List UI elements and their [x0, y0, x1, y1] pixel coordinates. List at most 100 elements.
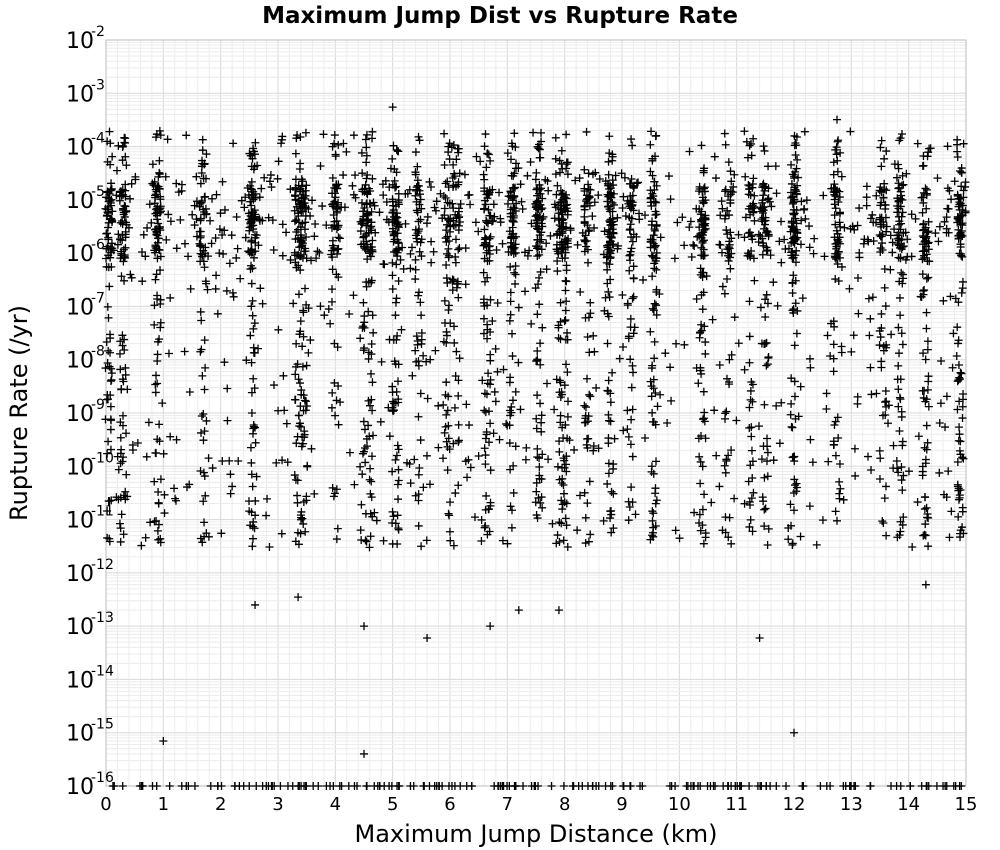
- data-point: [322, 221, 331, 230]
- data-point: [922, 189, 931, 198]
- data-point: [445, 445, 454, 454]
- data-point: [345, 309, 354, 318]
- data-point: [556, 378, 565, 387]
- data-point: [920, 285, 929, 294]
- data-point: [604, 376, 613, 385]
- data-point: [292, 439, 301, 448]
- data-point: [172, 179, 181, 188]
- data-point: [115, 349, 124, 358]
- floor-point: [152, 782, 161, 790]
- y-tick-label: 10: [66, 455, 94, 480]
- data-point: [628, 498, 637, 507]
- data-point: [479, 241, 488, 250]
- data-point: [121, 227, 130, 236]
- data-point: [411, 168, 420, 177]
- data-point: [204, 454, 213, 463]
- data-point: [958, 402, 967, 411]
- data-point: [228, 482, 237, 491]
- data-point: [249, 348, 258, 357]
- data-point: [411, 148, 420, 157]
- data-point: [444, 301, 453, 310]
- data-point: [525, 246, 534, 255]
- data-point: [293, 528, 302, 537]
- data-point: [764, 524, 773, 533]
- data-point: [918, 471, 927, 480]
- data-point: [293, 476, 302, 485]
- data-point: [872, 389, 881, 398]
- data-point: [717, 197, 726, 206]
- data-point: [367, 339, 376, 348]
- data-point: [412, 332, 421, 341]
- data-point: [879, 519, 888, 528]
- data-point: [897, 329, 906, 338]
- data-point: [604, 202, 613, 211]
- data-point: [114, 230, 123, 239]
- data-point: [248, 542, 257, 551]
- data-point: [481, 200, 490, 209]
- data-point: [357, 220, 366, 229]
- data-point: [451, 258, 460, 267]
- data-point: [835, 460, 844, 469]
- data-point: [747, 494, 756, 503]
- data-point: [274, 406, 283, 415]
- data-point: [164, 349, 173, 358]
- data-point: [104, 251, 113, 260]
- data-point: [439, 400, 448, 409]
- x-tick-label: 2: [215, 794, 226, 815]
- data-point: [364, 348, 373, 357]
- floor-point: [745, 782, 754, 790]
- data-point: [362, 158, 371, 167]
- data-point: [121, 487, 130, 496]
- data-point: [563, 397, 572, 406]
- data-point: [128, 440, 137, 449]
- data-point: [119, 411, 128, 420]
- data-point: [584, 434, 593, 443]
- data-point: [388, 258, 397, 267]
- data-point: [155, 184, 164, 193]
- data-point: [340, 203, 349, 212]
- data-point: [155, 437, 164, 446]
- data-point: [853, 274, 862, 283]
- data-point: [722, 275, 731, 284]
- data-point: [297, 198, 306, 207]
- data-point: [560, 192, 569, 201]
- data-point: [792, 329, 801, 338]
- data-point: [442, 410, 451, 419]
- y-tick-exponent: -8: [91, 344, 105, 360]
- data-point: [760, 473, 769, 482]
- data-point: [796, 240, 805, 249]
- data-point: [894, 212, 903, 221]
- data-point: [834, 276, 843, 285]
- data-point: [896, 517, 905, 526]
- data-point: [831, 249, 840, 258]
- data-point: [359, 417, 368, 426]
- data-point: [650, 354, 659, 363]
- data-point: [510, 204, 519, 213]
- data-point: [481, 505, 490, 514]
- data-point: [302, 232, 311, 241]
- data-point: [377, 357, 386, 366]
- data-point: [652, 457, 661, 466]
- data-point: [185, 387, 194, 396]
- data-point: [274, 157, 283, 166]
- data-point: [787, 422, 796, 431]
- data-point: [252, 231, 261, 240]
- data-point: [369, 328, 378, 337]
- data-point: [362, 282, 371, 291]
- data-point: [746, 386, 755, 395]
- data-point: [628, 294, 637, 303]
- data-point: [349, 291, 358, 300]
- data-point: [389, 407, 398, 416]
- data-point: [294, 290, 303, 299]
- data-point: [535, 153, 544, 162]
- data-point: [416, 238, 425, 247]
- data-point: [573, 240, 582, 249]
- data-point: [898, 486, 907, 495]
- data-point: [868, 293, 877, 302]
- data-point: [251, 496, 260, 505]
- data-point: [868, 210, 877, 219]
- data-point: [104, 263, 113, 272]
- data-point: [450, 338, 459, 347]
- data-point: [822, 404, 831, 413]
- data-point: [511, 240, 520, 249]
